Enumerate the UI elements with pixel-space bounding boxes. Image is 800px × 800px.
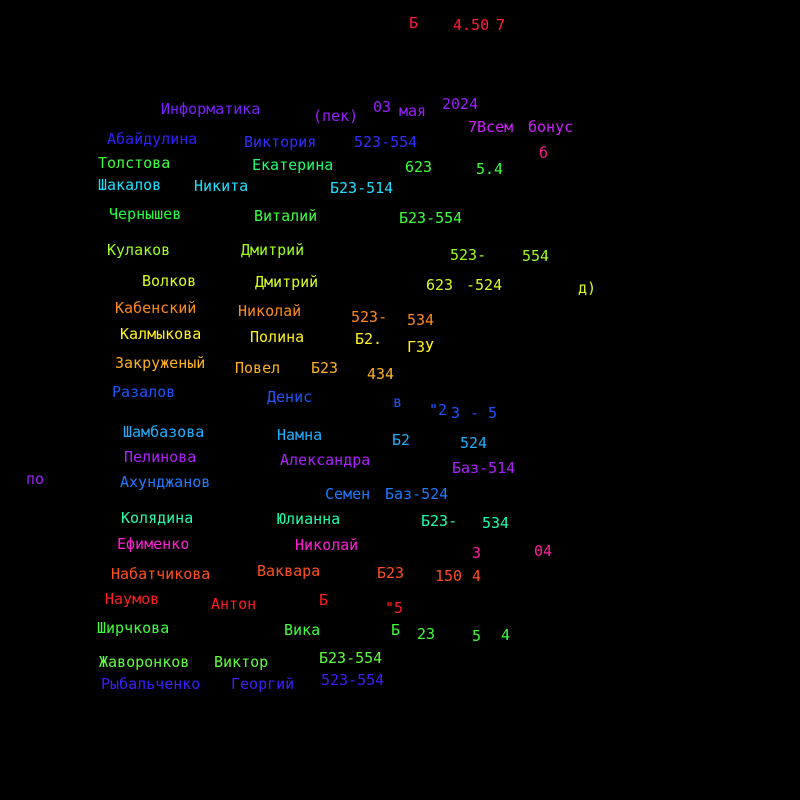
word-68: Николай [295,536,359,554]
word-84: 5 [472,627,482,645]
word-63: Колядина [121,509,194,527]
word-26: Дмитрий [241,241,305,259]
word-24: Б23-554 [399,209,463,227]
word-40: Б2. [355,330,383,348]
word-3: 7 [496,16,506,34]
word-17: 623 [405,158,433,176]
word-8: 2024 [442,95,479,113]
word-91: 523-554 [321,671,385,689]
word-22: Чернышев [109,205,182,223]
word-56: Пелинова [124,448,197,466]
word-15: Толстова [98,154,171,172]
word-89: Рыбальченко [101,675,201,693]
word-67: Ефименко [117,535,190,553]
word-88: Б23-554 [319,649,383,667]
word-42: Закруженый [115,354,206,372]
word-74: 150 [435,567,463,585]
word-73: Б23 [377,564,405,582]
word-20: Никита [194,177,249,195]
word-86: Жаворонков [99,653,190,671]
word-4: Информатика [161,100,261,118]
word-64: Юлианна [277,510,341,528]
word-27: 523- [450,246,487,264]
word-53: Намна [277,426,323,444]
word-75: 4 [472,567,482,585]
word-11: б [539,144,549,162]
word-58: Баз-514 [452,459,516,477]
word-60: Ахунджанов [120,473,211,491]
word-57: Александра [280,451,371,469]
word-59: по [26,470,45,488]
word-52: Шамбазова [123,423,205,441]
word-83: 23 [417,625,436,643]
word-87: Виктор [214,653,269,671]
word-51: - 5 [470,404,498,422]
word-18: 5.4 [476,160,504,178]
word-19: Шакалов [98,176,162,194]
word-72: Ваквара [257,562,321,580]
word-85: 4 [501,626,511,644]
word-29: Волков [142,272,197,290]
word-9: 7Всем [468,118,514,136]
word-39: Полина [250,328,305,346]
word-78: Б [319,591,329,609]
word-82: Б [391,621,401,639]
word-10: бонус [528,118,574,136]
word-32: -524 [466,276,503,294]
word-81: Вика [284,621,321,639]
word-21: Б23-514 [330,179,394,197]
word-35: Николай [238,302,302,320]
word-62: Баз-524 [385,485,449,503]
word-71: Набатчикова [111,565,211,583]
word-76: Наумов [105,590,160,608]
word-44: Б23 [311,359,339,377]
word-2: 4.50 [453,16,490,34]
word-46: Разалов [112,383,176,401]
word-33: д) [578,279,597,297]
word-69: 3 [472,544,482,562]
word-5: (пек) [313,107,359,125]
word-28: 554 [522,247,550,265]
word-23: Виталий [254,207,318,225]
word-61: Семен [325,485,371,503]
word-79: "5 [385,599,404,617]
word-80: Ширчкова [97,619,170,637]
word-31: 623 [426,276,454,294]
word-41: ГЗУ [407,338,435,356]
word-16: Екатерина [252,156,334,174]
word-30: Дмитрий [255,273,319,291]
word-54: Б2 [392,431,411,449]
word-70: 04 [534,542,553,560]
word-90: Георгий [231,675,295,693]
word-38: Калмыкова [120,325,202,343]
word-50: 3 [451,404,461,422]
word-43: Повел [235,359,281,377]
word-36: 523- [351,308,388,326]
word-25: Кулаков [107,241,171,259]
word-1: Б [409,14,419,32]
word-37: 534 [407,311,435,329]
word-34: Кабенский [115,299,197,317]
word-66: 534 [482,514,510,532]
word-48: в [393,393,403,411]
word-6: 03 [373,98,392,116]
word-14: 523-554 [354,133,418,151]
word-77: Антон [211,595,257,613]
word-47: Денис [267,388,313,406]
word-45: 434 [367,365,395,383]
word-7: мая [399,102,427,120]
word-12: Абайдулина [107,130,198,148]
word-13: Виктория [244,133,317,151]
word-65: Б23- [421,512,458,530]
word-49: "2 [429,401,448,419]
word-55: 524 [460,434,488,452]
